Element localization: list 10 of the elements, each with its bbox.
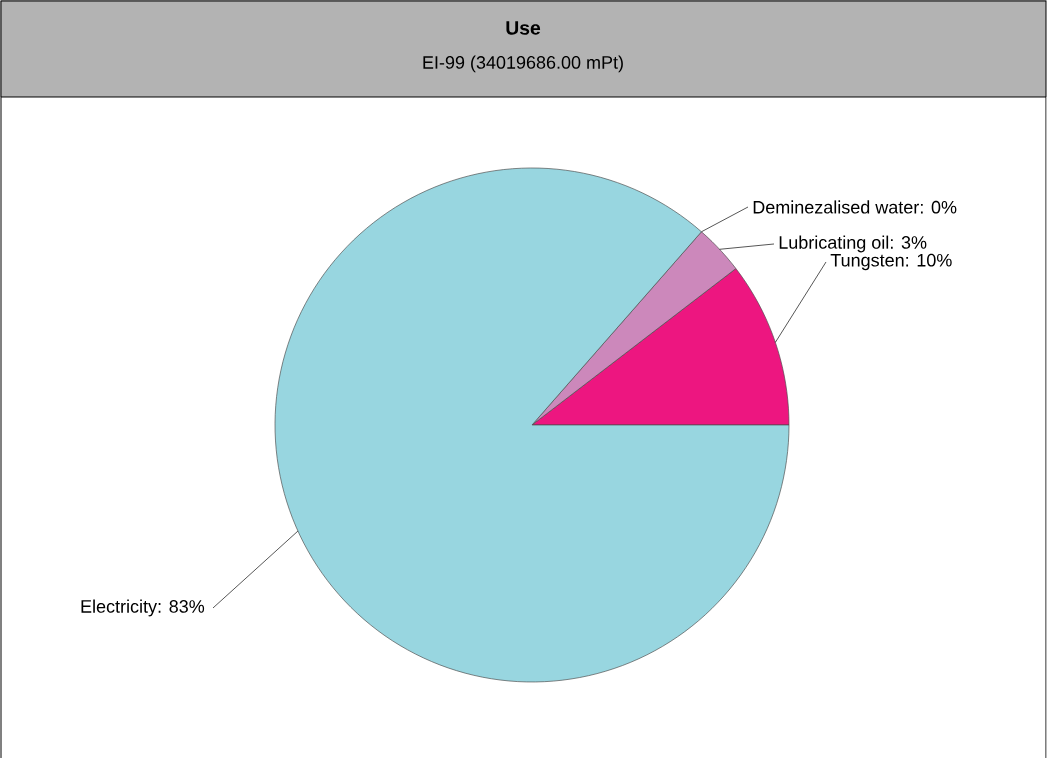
data-label: : 3%	[890, 235, 927, 249]
slice-label: Electricity	[81, 599, 158, 617]
chart-subtitle: EI-99 (34019686.00 mPt)	[423, 55, 623, 73]
slice-label: Tungsten	[830, 253, 904, 270]
slice-label: Lubricating oil	[779, 235, 889, 253]
chart-title: Use	[506, 21, 541, 35]
data-label: : 10%	[906, 253, 952, 267]
data-label: : 83%	[158, 599, 205, 613]
legend-label: Deminezalised water	[753, 200, 919, 214]
text: : 0%	[920, 200, 957, 214]
